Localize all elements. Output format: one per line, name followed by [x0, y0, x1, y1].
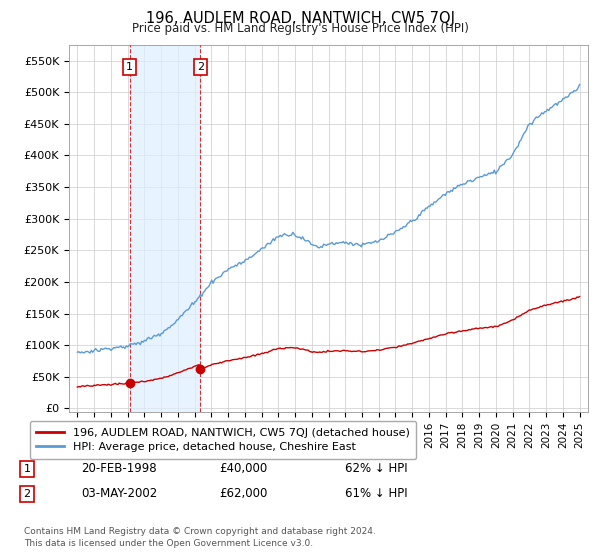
Text: 1: 1: [23, 464, 31, 474]
Text: Contains HM Land Registry data © Crown copyright and database right 2024.: Contains HM Land Registry data © Crown c…: [24, 528, 376, 536]
Text: 2: 2: [197, 62, 204, 72]
Text: 20-FEB-1998: 20-FEB-1998: [81, 462, 157, 475]
Text: This data is licensed under the Open Government Licence v3.0.: This data is licensed under the Open Gov…: [24, 539, 313, 548]
Legend: 196, AUDLEM ROAD, NANTWICH, CW5 7QJ (detached house), HPI: Average price, detach: 196, AUDLEM ROAD, NANTWICH, CW5 7QJ (det…: [29, 421, 416, 459]
Text: Price paid vs. HM Land Registry's House Price Index (HPI): Price paid vs. HM Land Registry's House …: [131, 22, 469, 35]
Text: £40,000: £40,000: [219, 462, 267, 475]
Text: £62,000: £62,000: [219, 487, 268, 501]
Text: 196, AUDLEM ROAD, NANTWICH, CW5 7QJ: 196, AUDLEM ROAD, NANTWICH, CW5 7QJ: [146, 11, 455, 26]
Text: 61% ↓ HPI: 61% ↓ HPI: [345, 487, 407, 501]
Text: 1: 1: [126, 62, 133, 72]
Text: 62% ↓ HPI: 62% ↓ HPI: [345, 462, 407, 475]
Bar: [130, 45, 200, 412]
Text: 03-MAY-2002: 03-MAY-2002: [81, 487, 157, 501]
Text: 2: 2: [23, 489, 31, 499]
